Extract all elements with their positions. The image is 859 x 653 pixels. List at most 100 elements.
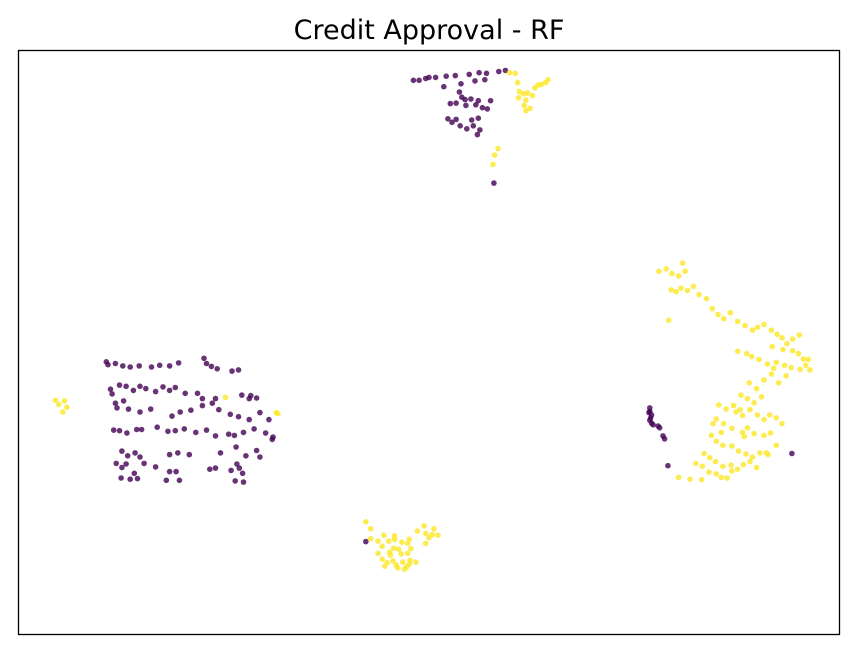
scatter-point-series-1-36	[684, 287, 691, 294]
scatter-point-series-0-157	[363, 538, 369, 545]
scatter-point-series-1-118	[712, 458, 719, 465]
scatter-point-series-0-116	[186, 451, 193, 458]
scatter-point-series-1-112	[757, 450, 763, 456]
scatter-point-series-0-112	[132, 450, 138, 456]
scatter-point-series-0-154	[650, 422, 656, 428]
scatter-point-series-1-31	[675, 273, 682, 279]
scatter-point-series-0-127	[152, 464, 159, 470]
scatter-point-series-1-16	[523, 107, 529, 114]
scatter-point-series-1-116	[701, 450, 707, 457]
scatter-point-series-0-104	[231, 432, 238, 439]
scatter-point-series-1-75	[746, 380, 752, 386]
scatter-point-series-0-52	[214, 366, 220, 372]
scatter-point-series-1-135	[698, 476, 705, 483]
scatter-point-series-0-7	[466, 71, 473, 78]
scatter-point-series-1-140	[381, 532, 387, 538]
scatter-point-series-1-172	[406, 561, 413, 567]
scatter-point-series-0-54	[235, 367, 242, 373]
scatter-point-series-1-127	[699, 463, 706, 470]
scatter-point-series-1-80	[783, 373, 789, 379]
scatter-point-series-0-16	[456, 89, 463, 95]
scatter-point-series-1-85	[733, 409, 739, 415]
scatter-point-series-1-97	[713, 416, 720, 422]
scatter-point-series-0-43	[127, 364, 133, 370]
scatter-point-series-1-21	[55, 401, 62, 408]
scatter-point-series-1-149	[431, 526, 437, 532]
scatter-point-series-1-106	[713, 438, 720, 445]
scatter-point-series-1-107	[720, 442, 726, 449]
scatter-point-series-0-49	[201, 355, 207, 362]
scatter-point-series-0-34	[464, 126, 470, 132]
scatter-point-series-0-42	[120, 363, 126, 369]
scatter-point-series-0-32	[449, 119, 455, 126]
scatter-point-series-1-163	[399, 559, 406, 565]
scatter-point-series-0-20	[475, 97, 482, 104]
scatter-point-series-1-34	[673, 288, 679, 295]
scatter-point-series-0-111	[124, 453, 131, 459]
scatter-point-series-1-146	[421, 523, 427, 529]
scatter-point-series-0-89	[257, 409, 263, 416]
scatter-point-series-1-52	[774, 331, 780, 338]
scatter-point-series-0-14	[458, 81, 464, 87]
scatter-point-series-0-99	[181, 426, 188, 432]
scatter-point-series-0-129	[173, 468, 179, 475]
scatter-point-series-1-32	[682, 268, 688, 275]
scatter-point-series-0-62	[152, 388, 159, 395]
scatter-point-series-0-96	[154, 424, 160, 431]
scatter-point-series-1-77	[761, 377, 767, 383]
scatter-point-series-1-35	[678, 285, 684, 292]
scatter-point-series-1-123	[747, 458, 753, 465]
scatter-point-series-1-99	[729, 425, 735, 432]
scatter-point-series-1-57	[769, 343, 775, 350]
scatter-point-series-1-143	[399, 539, 405, 545]
scatter-point-series-1-69	[734, 348, 741, 355]
scatter-point-series-1-60	[795, 350, 802, 357]
scatter-point-series-0-74	[112, 400, 119, 407]
scatter-point-series-0-60	[137, 383, 143, 390]
scatter-point-series-1-39	[703, 295, 710, 302]
scatter-point-series-1-41	[679, 260, 686, 266]
scatter-point-series-1-138	[363, 519, 369, 525]
scatter-point-series-1-47	[742, 322, 748, 329]
scatter-point-series-1-81	[738, 392, 744, 398]
scatter-point-series-1-166	[413, 559, 419, 565]
scatter-point-series-0-113	[137, 454, 143, 460]
scatter-point-series-1-141	[386, 538, 392, 544]
scatter-point-series-1-94	[723, 406, 729, 412]
scatter-point-series-0-18	[462, 96, 468, 103]
scatter-point-series-1-23	[64, 404, 70, 411]
scatter-point-series-1-117	[707, 454, 713, 461]
scatter-point-series-1-134	[687, 476, 693, 483]
scatter-point-series-0-9	[483, 70, 490, 77]
scatter-point-series-0-140	[176, 477, 183, 484]
scatter-point-series-0-70	[239, 392, 245, 398]
scatter-point-series-0-64	[166, 387, 173, 394]
scatter-point-series-1-111	[749, 454, 756, 460]
scatter-point-series-1-167	[401, 566, 408, 572]
scatter-point-series-1-125	[763, 450, 770, 456]
scatter-point-series-1-120	[728, 462, 734, 468]
scatter-point-series-1-19	[490, 161, 496, 168]
scatter-point-series-1-132	[729, 468, 735, 474]
scatter-point-series-1-65	[788, 364, 794, 371]
scatter-point-series-0-73	[253, 395, 260, 401]
scatter-point-series-0-115	[175, 450, 181, 456]
scatter-point-series-0-77	[125, 406, 132, 412]
scatter-point-series-0-83	[199, 402, 206, 409]
scatter-point-series-1-53	[779, 335, 785, 341]
scatter-point-series-0-94	[133, 426, 140, 433]
scatter-point-series-1-174	[375, 538, 381, 544]
scatter-point-series-1-151	[422, 540, 429, 547]
scatter-point-series-0-156	[789, 450, 795, 457]
scatter-point-series-0-37	[474, 131, 481, 138]
scatter-point-series-0-126	[141, 460, 147, 467]
scatter-point-series-1-159	[379, 556, 386, 562]
scatter-point-series-0-86	[227, 411, 234, 418]
scatter-point-series-1-54	[784, 340, 790, 347]
scatter-point-series-0-110	[119, 448, 125, 454]
scatter-point-series-1-24	[60, 409, 66, 415]
scatter-point-series-1-105	[708, 432, 715, 439]
scatter-point-series-1-45	[727, 309, 734, 316]
scatter-point-series-1-98	[720, 420, 727, 427]
scatter-point-series-1-50	[761, 321, 767, 328]
